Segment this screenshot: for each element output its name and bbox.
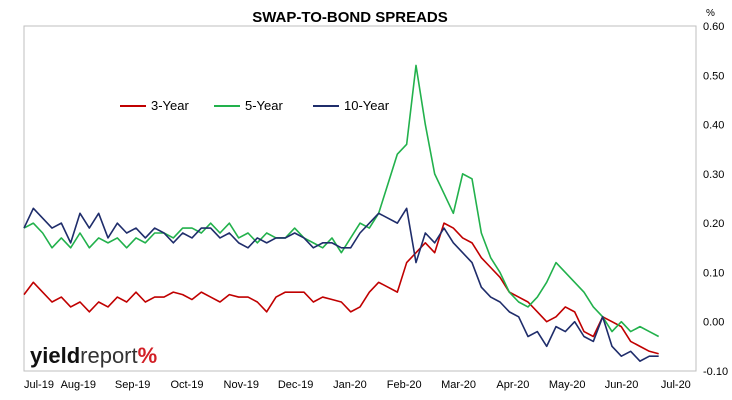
logo-yield: yield	[30, 343, 80, 368]
y-unit-label: %	[706, 8, 715, 19]
x-tick-label: Jul-19	[24, 379, 54, 391]
x-tick-label: Oct-19	[170, 379, 203, 391]
y-tick-label: 0.40	[703, 120, 724, 132]
x-tick-label: Apr-20	[496, 379, 529, 391]
series-layer	[23, 64, 660, 362]
series-line-10-year	[23, 207, 659, 362]
y-tick-label: 0.20	[703, 218, 724, 230]
y-tick-label: -0.10	[703, 366, 728, 378]
y-tick-label: 0.00	[703, 317, 724, 329]
y-tick-label: 0.50	[703, 70, 724, 82]
legend-label-3-year: 3-Year	[151, 98, 189, 113]
x-tick-label: Mar-20	[441, 379, 476, 391]
x-tick-label: Feb-20	[387, 379, 422, 391]
y-axis: 0.60 0.50 0.40 0.30 0.20 0.10 0.00 -0.10	[703, 21, 728, 378]
series-line-3-year	[23, 222, 659, 355]
logo-report: report	[80, 343, 137, 368]
x-axis: Jul-19 Aug-19 Sep-19 Oct-19 Nov-19 Dec-19 Jan-…	[24, 379, 691, 391]
x-tick-label: May-20	[549, 379, 586, 391]
y-tick-label: 0.10	[703, 267, 724, 279]
svg-text:yieldreport%: yieldreport%	[30, 343, 157, 368]
chart-title: SWAP-TO-BOND SPREADS	[252, 9, 448, 26]
legend: 3-Year 5-Year 10-Year	[120, 98, 390, 113]
legend-label-5-year: 5-Year	[245, 98, 283, 113]
x-tick-label: Dec-19	[278, 379, 313, 391]
x-tick-label: Jan-20	[333, 379, 367, 391]
x-tick-label: Aug-19	[61, 379, 96, 391]
x-tick-label: Jun-20	[605, 379, 639, 391]
y-tick-label: 0.30	[703, 169, 724, 181]
x-tick-label: Sep-19	[115, 379, 150, 391]
x-tick-label: Nov-19	[224, 379, 259, 391]
legend-label-10-year: 10-Year	[344, 98, 390, 113]
yieldreport-logo: yieldreport%	[30, 343, 157, 368]
plot-frame	[23, 25, 697, 372]
x-tick-label: Jul-20	[661, 379, 691, 391]
logo-percent: %	[138, 343, 158, 368]
series-line-5-year	[23, 64, 660, 338]
y-tick-label: 0.60	[703, 21, 724, 33]
